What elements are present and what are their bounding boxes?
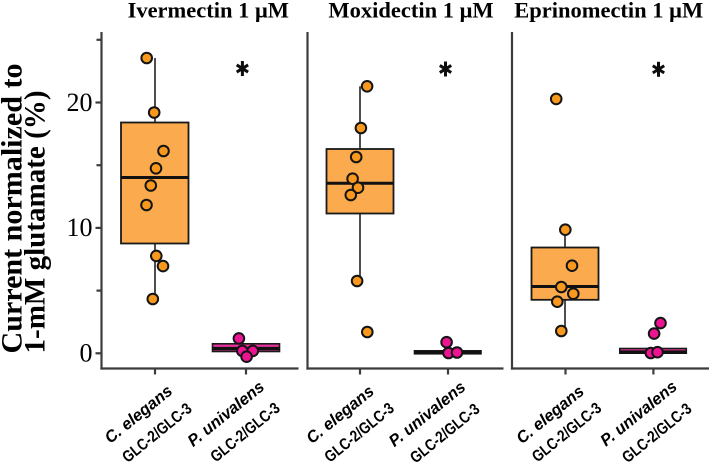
svg-text:Current normalized to: Current normalized to [0,64,29,354]
svg-text:1-mM glutamate (%): 1-mM glutamate (%) [19,91,52,354]
svg-text:20: 20 [67,88,93,117]
svg-text:0: 0 [80,339,93,368]
svg-text:10: 10 [67,213,93,242]
svg-text:Eprinomectin 1 μM: Eprinomectin 1 μM [514,0,703,23]
svg-text:Moxidectin 1 μM: Moxidectin 1 μM [328,0,493,23]
svg-text:Ivermectin 1 μM: Ivermectin 1 μM [128,0,289,23]
